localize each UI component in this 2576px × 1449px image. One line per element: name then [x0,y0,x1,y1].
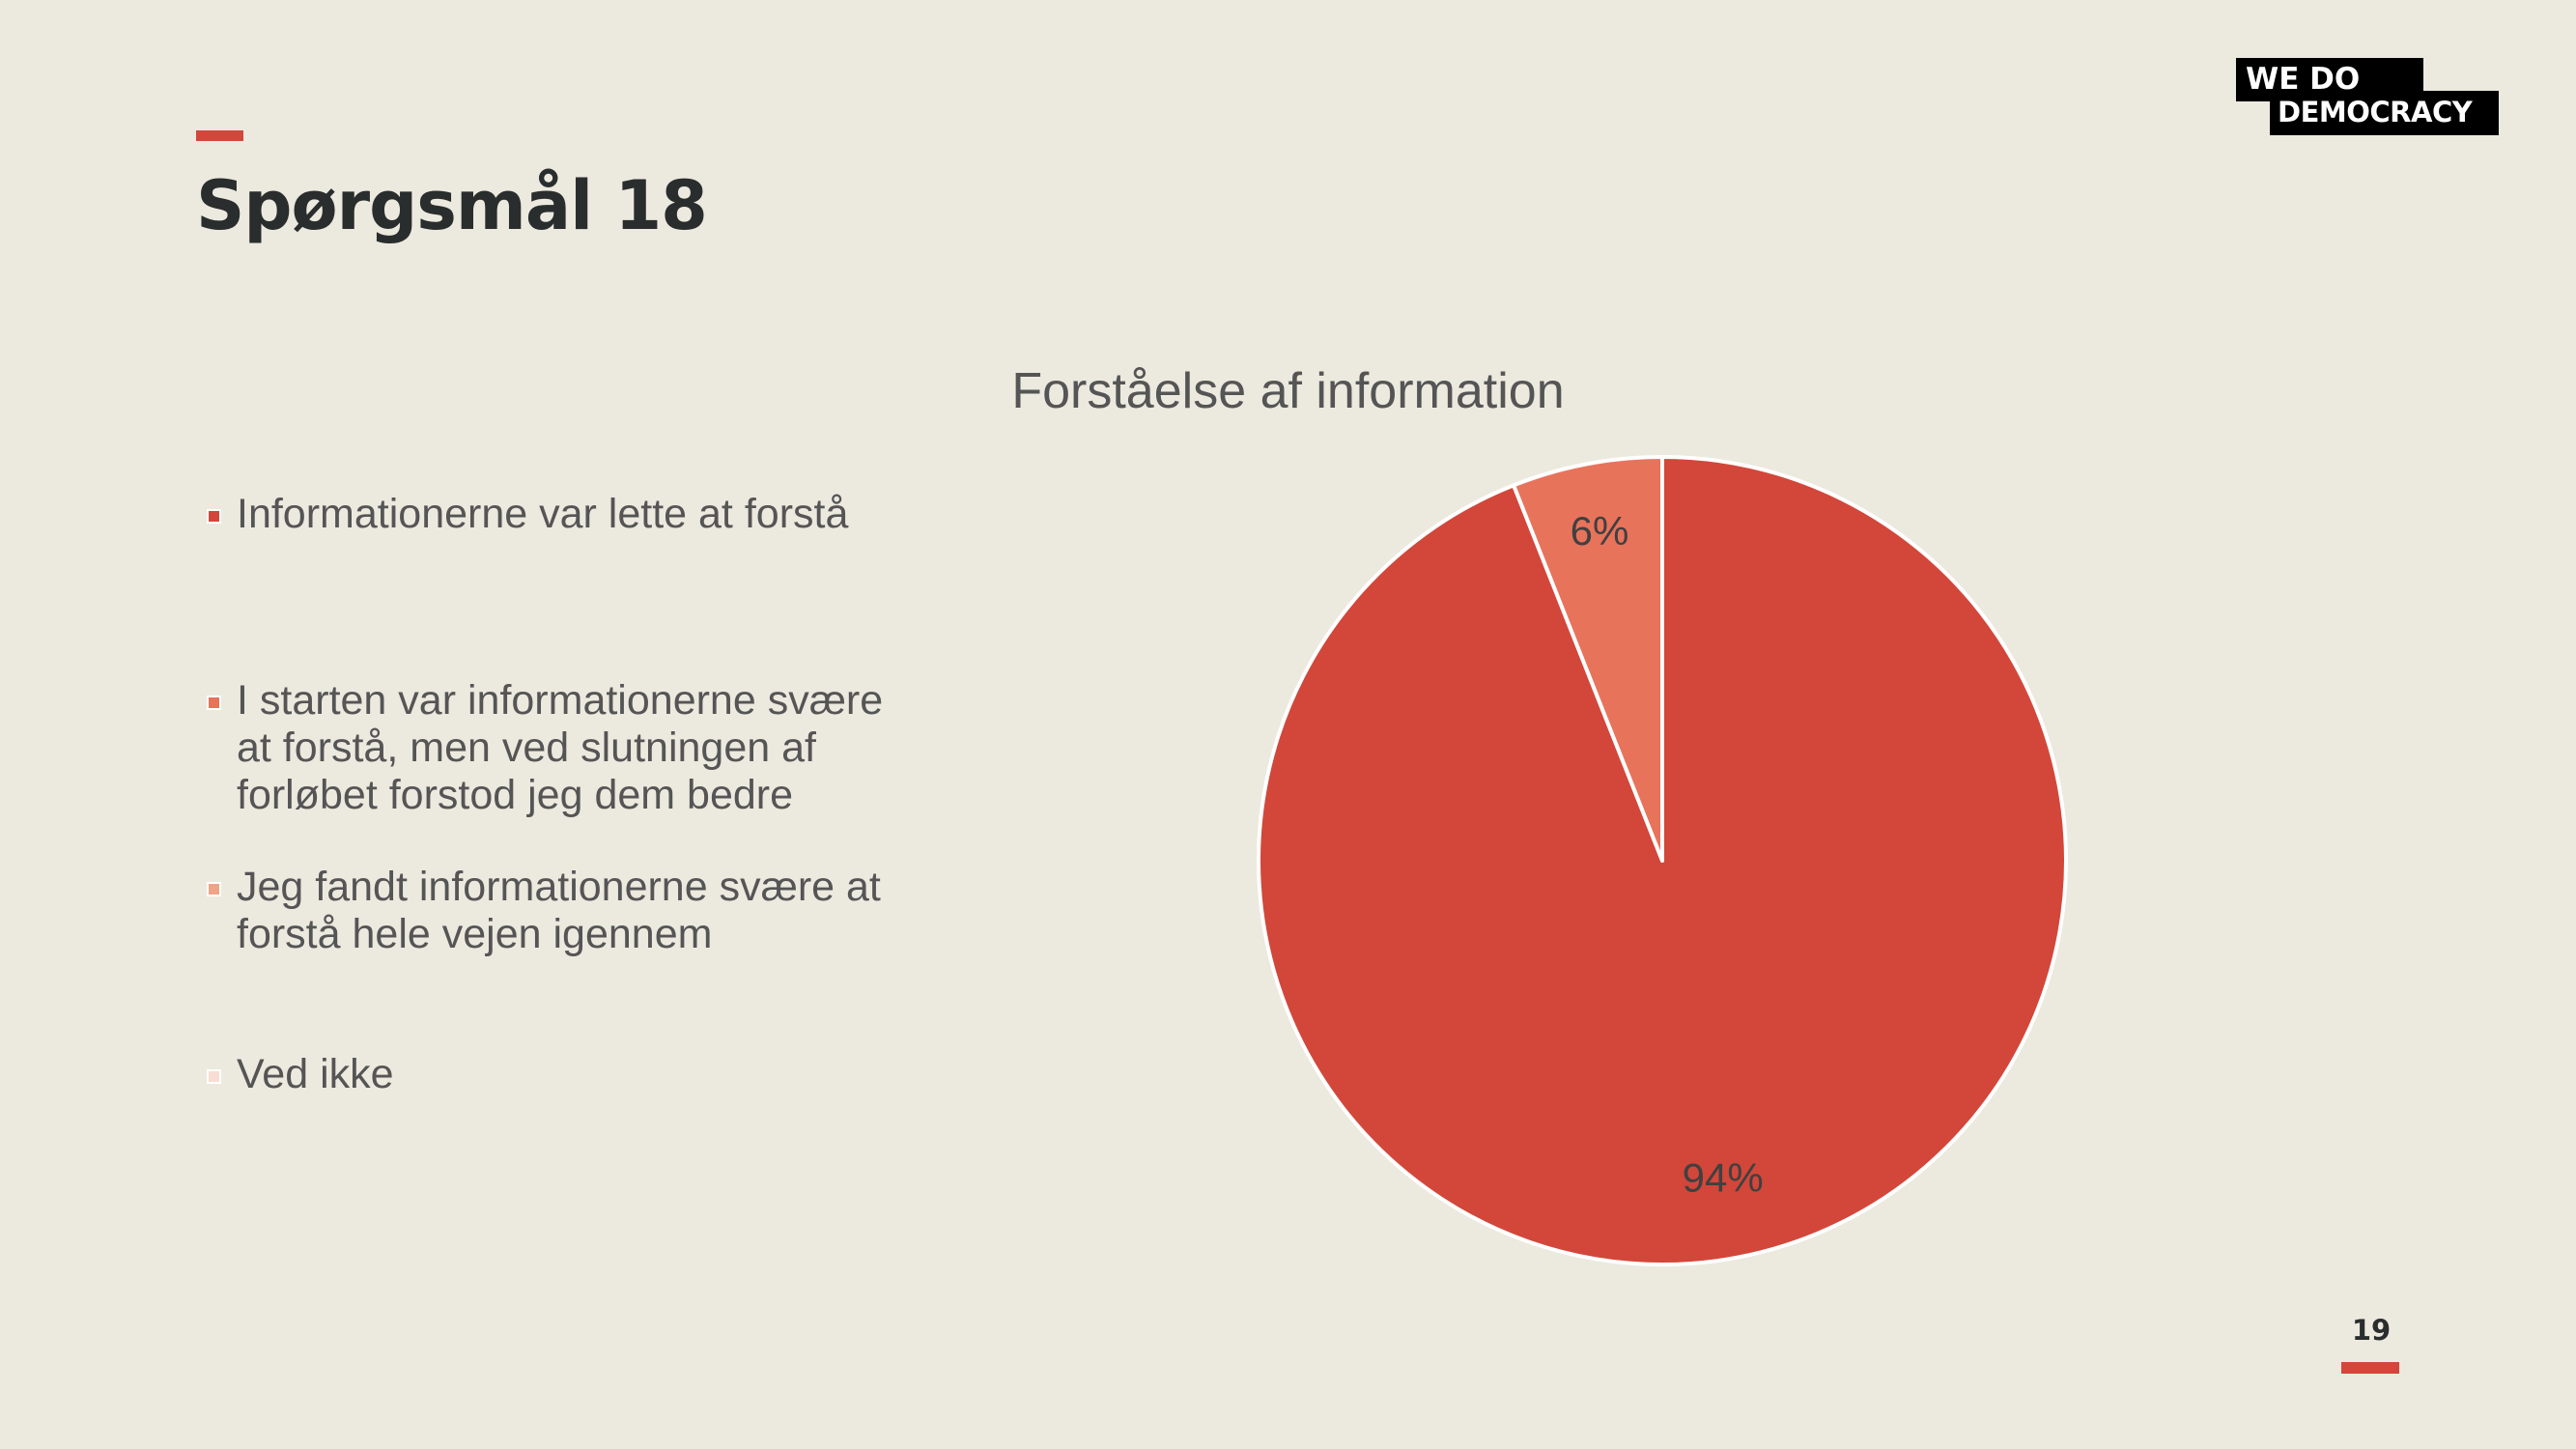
logo-line-1: WE DO [2246,62,2361,97]
legend-swatch [207,696,221,710]
logo-line-2: DEMOCRACY [2278,96,2473,128]
legend-swatch [207,882,221,896]
pie-data-label: 94% [1683,1154,1764,1200]
we-do-democracy-logo: WE DO DEMOCRACY [2236,58,2499,137]
page-number: 19 [2351,1314,2392,1347]
pie-data-label: 6% [1571,508,1629,554]
chart-legend: Informationerne var lette at forstå I sta… [207,0,941,1449]
footer-accent-bar [2341,1362,2399,1374]
legend-label: I starten var informationerne svære at f… [237,677,884,818]
legend-label: Ved ikke [237,1051,394,1097]
legend-label: Jeg fandt informationerne svære at forst… [237,864,881,957]
logo-block-bottom [2270,91,2499,135]
legend-label: Informationerne var lette at forstå [237,491,849,537]
pie-slice [1512,455,1664,863]
title-accent-bar [196,130,243,141]
chart-title: Forståelse af information [1011,363,1565,419]
legend-swatch [207,509,221,524]
legend-swatch [207,1069,221,1084]
page-title: Spørgsmål 18 [196,166,708,245]
